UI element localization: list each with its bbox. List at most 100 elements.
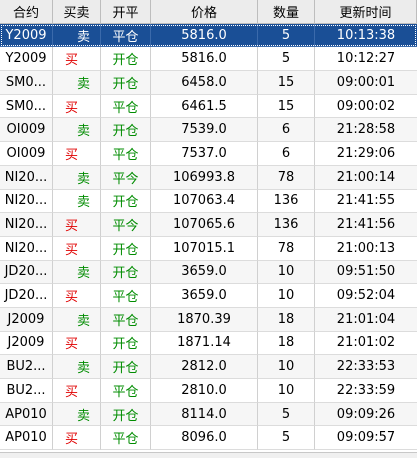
update-time-cell: 09:51:50	[315, 261, 417, 285]
side-cell: 卖	[53, 189, 101, 214]
column-header-contract[interactable]: 合约	[0, 0, 53, 24]
open-close-cell: 开仓	[101, 260, 151, 285]
quantity-cell: 5	[258, 426, 315, 451]
table-row[interactable]: Y2009 买开仓 5816.0 5 10:12:27	[0, 47, 417, 72]
update-time-cell: 21:00:13	[315, 237, 417, 261]
update-time-cell: 21:01:02	[315, 332, 417, 356]
contract-cell: NI20...	[0, 213, 53, 237]
open-close-cell: 平仓	[101, 23, 151, 48]
price-cell: 2810.0	[151, 379, 258, 403]
table-row[interactable]: JD20... 卖开仓 3659.0 10 09:51:50	[0, 260, 417, 285]
price-cell: 106993.8	[151, 165, 258, 190]
open-close-cell: 开仓	[101, 47, 151, 72]
side-cell: 卖	[53, 23, 101, 48]
contract-cell: OI009	[0, 142, 53, 166]
quantity-cell: 5	[258, 47, 315, 72]
contract-cell: Y2009	[0, 47, 53, 72]
contract-cell: NI20...	[0, 236, 53, 261]
price-cell: 7537.0	[151, 142, 258, 166]
quantity-cell: 5	[258, 402, 315, 427]
open-close-cell: 平今	[101, 165, 151, 190]
quantity-cell: 10	[258, 379, 315, 403]
quantity-cell: 10	[258, 260, 315, 285]
contract-cell: J2009	[0, 331, 53, 356]
table-row[interactable]: OI009 卖开仓 7539.0 6 21:28:58	[0, 118, 417, 143]
open-close-cell: 平仓	[101, 379, 151, 403]
table-row[interactable]: NI20... 卖平今 106993.8 78 21:00:14	[0, 165, 417, 190]
side-cell: 买	[53, 426, 101, 451]
table-row[interactable]: AP010 买平仓 8096.0 5 09:09:57	[0, 426, 417, 451]
price-cell: 7539.0	[151, 118, 258, 143]
open-close-cell: 开仓	[101, 71, 151, 95]
side-cell: 卖	[53, 260, 101, 285]
price-cell: 2812.0	[151, 355, 258, 379]
table-row[interactable]: NI20... 买平今 107065.6 136 21:41:56	[0, 213, 417, 237]
contract-cell: AP010	[0, 402, 53, 427]
update-time-cell: 21:01:04	[315, 308, 417, 332]
quantity-cell: 18	[258, 331, 315, 356]
quantity-cell: 10	[258, 355, 315, 379]
open-close-cell: 平今	[101, 213, 151, 237]
table-row[interactable]: SM0... 买平仓 6461.5 15 09:00:02	[0, 94, 417, 119]
column-header-update-time[interactable]: 更新时间	[315, 0, 417, 24]
open-close-cell: 平仓	[101, 94, 151, 119]
update-time-cell: 09:52:04	[315, 284, 417, 308]
price-cell: 107065.6	[151, 213, 258, 237]
update-time-cell: 21:00:14	[315, 166, 417, 190]
price-cell: 6461.5	[151, 94, 258, 119]
open-close-cell: 开仓	[101, 402, 151, 427]
table-row[interactable]: J2009 买开仓 1871.14 18 21:01:02	[0, 331, 417, 356]
side-cell: 买	[53, 213, 101, 237]
side-cell: 买	[53, 379, 101, 403]
contract-cell: SM0...	[0, 71, 53, 95]
price-cell: 3659.0	[151, 284, 258, 308]
side-cell: 卖	[53, 71, 101, 95]
update-time-cell: 09:09:57	[315, 426, 417, 451]
horizontal-scrollbar[interactable]	[0, 452, 417, 458]
column-header-quantity[interactable]: 数量	[258, 0, 315, 24]
quantity-cell: 78	[258, 236, 315, 261]
quantity-cell: 15	[258, 94, 315, 119]
update-time-cell: 21:41:55	[315, 190, 417, 214]
price-cell: 3659.0	[151, 260, 258, 285]
open-close-cell: 开仓	[101, 189, 151, 214]
update-time-cell: 21:28:58	[315, 118, 417, 143]
table-row[interactable]: NI20... 卖开仓 107063.4 136 21:41:55	[0, 189, 417, 214]
table-row[interactable]: BU2... 卖开仓 2812.0 10 22:33:53	[0, 355, 417, 379]
side-cell: 买	[53, 236, 101, 261]
side-cell: 卖	[53, 355, 101, 379]
table-row[interactable]: OI009 买平仓 7537.0 6 21:29:06	[0, 142, 417, 166]
side-cell: 卖	[53, 165, 101, 190]
table-row[interactable]: Y2009 卖平仓 5816.0 5 10:13:38	[0, 23, 417, 48]
side-cell: 买	[53, 142, 101, 166]
table-row[interactable]: AP010 卖开仓 8114.0 5 09:09:26	[0, 402, 417, 427]
price-cell: 107015.1	[151, 236, 258, 261]
price-cell: 1871.14	[151, 331, 258, 356]
quantity-cell: 6	[258, 142, 315, 166]
contract-cell: SM0...	[0, 94, 53, 119]
price-cell: 1870.39	[151, 307, 258, 332]
quantity-cell: 18	[258, 307, 315, 332]
column-header-side[interactable]: 买卖	[53, 0, 101, 24]
quantity-cell: 5	[258, 23, 315, 48]
side-cell: 卖	[53, 118, 101, 143]
open-close-cell: 平仓	[101, 307, 151, 332]
contract-cell: NI20...	[0, 165, 53, 190]
update-time-cell: 21:29:06	[315, 142, 417, 166]
table-row[interactable]: J2009 卖平仓 1870.39 18 21:01:04	[0, 307, 417, 332]
column-header-price[interactable]: 价格	[151, 0, 258, 24]
contract-cell: BU2...	[0, 355, 53, 379]
table-row[interactable]: NI20... 买开仓 107015.1 78 21:00:13	[0, 236, 417, 261]
table-row[interactable]: BU2... 买平仓 2810.0 10 22:33:59	[0, 379, 417, 403]
side-cell: 买	[53, 47, 101, 72]
table-row[interactable]: JD20... 买平仓 3659.0 10 09:52:04	[0, 284, 417, 308]
side-cell: 卖	[53, 307, 101, 332]
table-row[interactable]: SM0... 卖开仓 6458.0 15 09:00:01	[0, 71, 417, 95]
update-time-cell: 09:00:01	[315, 71, 417, 95]
column-header-open-close[interactable]: 开平	[101, 0, 151, 24]
price-cell: 6458.0	[151, 71, 258, 95]
table-header: 合约 买卖 开平 价格 数量 更新时间	[0, 0, 417, 24]
open-close-cell: 平仓	[101, 426, 151, 451]
side-cell: 买	[53, 284, 101, 308]
